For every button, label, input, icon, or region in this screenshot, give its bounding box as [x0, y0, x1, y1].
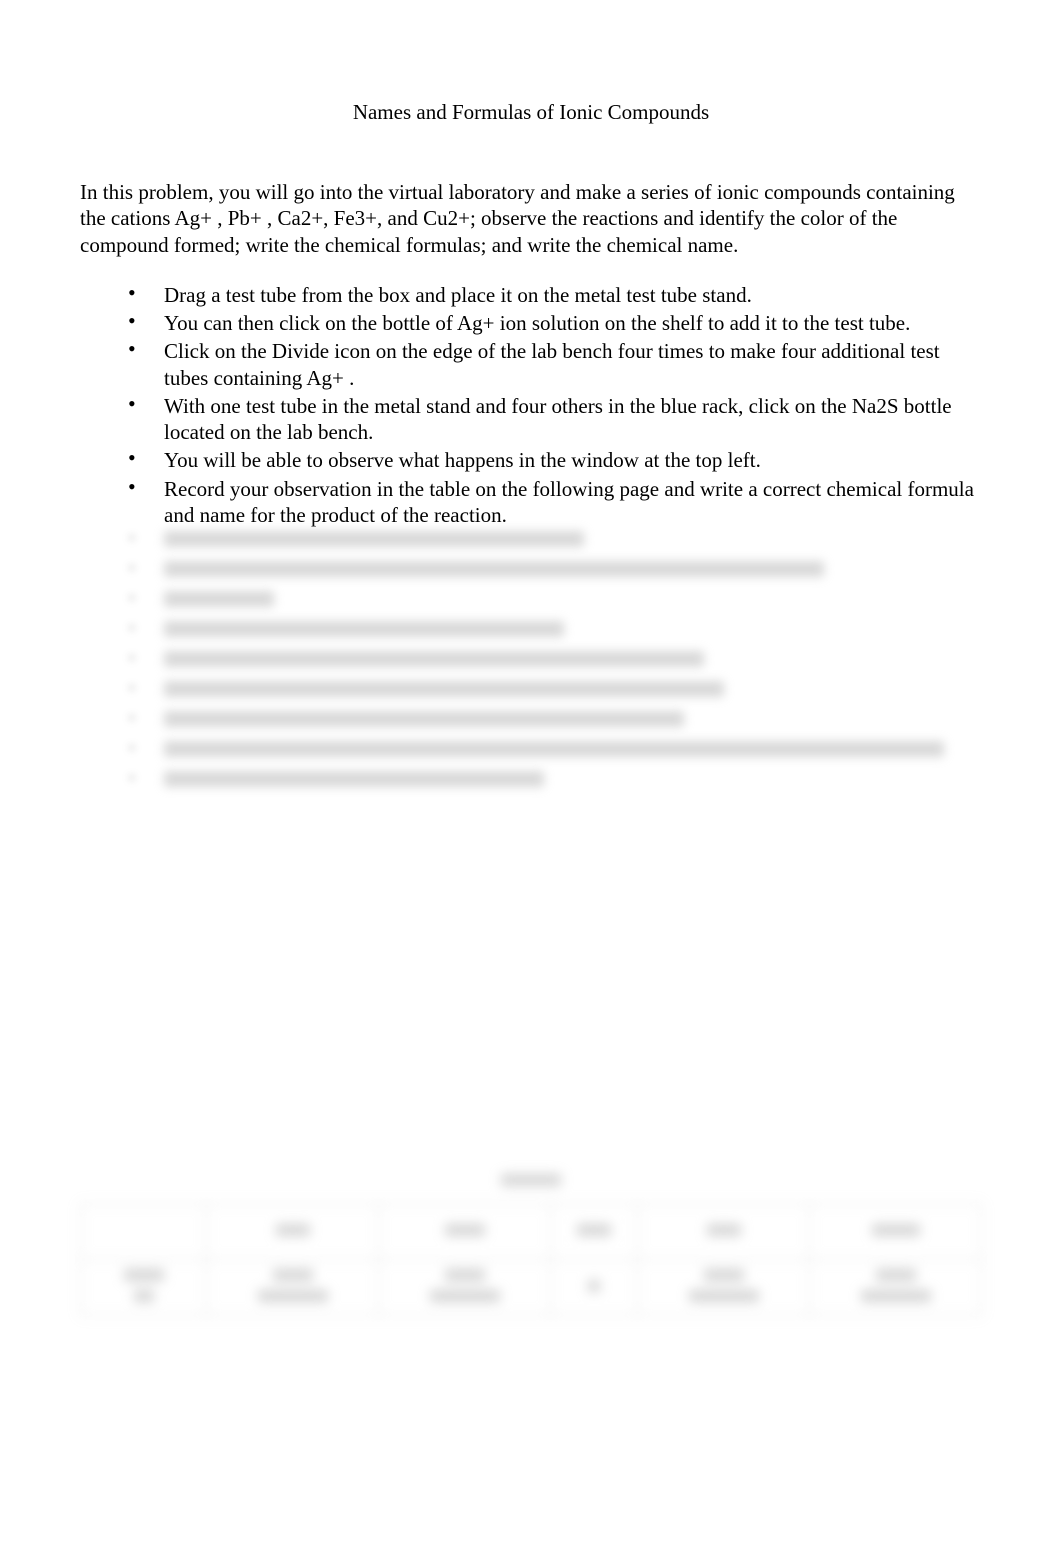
blur-bar	[164, 621, 564, 637]
blurred-list-item	[128, 530, 982, 550]
list-item: You can then click on the bottle of Ag+ …	[128, 310, 982, 336]
blurred-list-item	[128, 710, 982, 730]
table-cell	[207, 1260, 379, 1316]
intro-paragraph: In this problem, you will go into the vi…	[80, 179, 982, 258]
table-header	[638, 1204, 810, 1260]
instruction-list: Drag a test tube from the box and place …	[80, 282, 982, 528]
table-row	[81, 1260, 982, 1316]
list-item: You will be able to observe what happens…	[128, 447, 982, 473]
blurred-list-item	[128, 770, 982, 790]
blurred-list-item	[128, 560, 982, 580]
blurred-list-item	[128, 590, 982, 610]
table-cell	[810, 1260, 982, 1316]
table-title	[80, 1170, 982, 1191]
blur-word	[501, 1174, 561, 1186]
page-title: Names and Formulas of Ionic Compounds	[80, 100, 982, 125]
blurred-list	[80, 530, 982, 790]
blur-bar	[164, 741, 944, 757]
list-item: Record your observation in the table on …	[128, 476, 982, 529]
row-label	[81, 1260, 207, 1316]
table-header-row	[81, 1204, 982, 1260]
blur-bar	[164, 681, 724, 697]
blurred-list-item	[128, 740, 982, 760]
data-table	[80, 1203, 982, 1316]
blur-bar	[164, 561, 824, 577]
blurred-list-item	[128, 680, 982, 700]
blur-bar	[164, 591, 274, 607]
blur-bar	[164, 711, 684, 727]
table-header	[379, 1204, 551, 1260]
blurred-table-region	[80, 1170, 982, 1316]
table-header	[550, 1204, 637, 1260]
blur-bar	[164, 651, 704, 667]
table-header	[207, 1204, 379, 1260]
list-item: Drag a test tube from the box and place …	[128, 282, 982, 308]
blur-bar	[164, 771, 544, 787]
table-header-empty	[81, 1204, 207, 1260]
table-cell	[379, 1260, 551, 1316]
blurred-list-item	[128, 620, 982, 640]
list-item: Click on the Divide icon on the edge of …	[128, 338, 982, 391]
blur-bar	[164, 531, 584, 547]
list-item: With one test tube in the metal stand an…	[128, 393, 982, 446]
table-cell	[550, 1260, 637, 1316]
table-cell	[638, 1260, 810, 1316]
table-header	[810, 1204, 982, 1260]
blurred-list-item	[128, 650, 982, 670]
